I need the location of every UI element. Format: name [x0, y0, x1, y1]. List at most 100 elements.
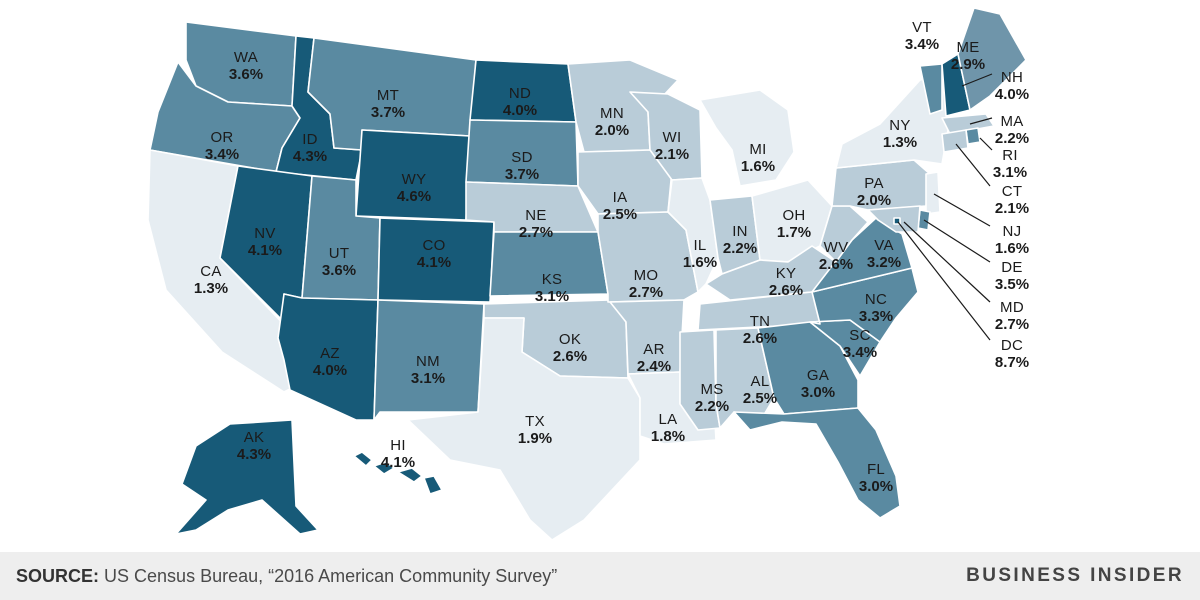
state-hi: [353, 451, 443, 495]
state-ak: [175, 419, 319, 535]
state-abbr-mo: MO: [634, 267, 659, 284]
state-value-wi: 2.1%: [655, 146, 689, 163]
state-abbr-ar: AR: [643, 341, 664, 358]
state-abbr-ak: AK: [244, 429, 265, 446]
state-value-nh: 4.0%: [995, 86, 1029, 103]
state-abbr-ky: KY: [776, 265, 797, 282]
state-abbr-mi: MI: [749, 141, 766, 158]
state-abbr-wa: WA: [234, 49, 258, 66]
state-abbr-ks: KS: [542, 271, 563, 288]
state-abbr-ms: MS: [700, 381, 723, 398]
state-value-me: 2.9%: [951, 56, 985, 73]
source-note: SOURCE: US Census Bureau, “2016 American…: [16, 566, 557, 587]
state-value-sc: 3.4%: [843, 344, 877, 361]
state-value-pa: 2.0%: [857, 192, 891, 209]
state-abbr-nv: NV: [254, 225, 275, 242]
state-value-nm: 3.1%: [411, 370, 445, 387]
leader-line-nh: [961, 73, 993, 87]
brand-logo: BUSINESS INSIDER: [966, 565, 1184, 586]
state-tx: [407, 317, 641, 541]
state-value-dc: 8.7%: [995, 354, 1029, 371]
state-abbr-co: CO: [422, 237, 445, 254]
state-abbr-nm: NM: [416, 353, 440, 370]
state-value-ky: 2.6%: [769, 282, 803, 299]
state-value-sd: 3.7%: [505, 166, 539, 183]
state-abbr-nj: NJ: [1003, 223, 1022, 240]
state-abbr-mn: MN: [600, 105, 624, 122]
state-value-de: 3.5%: [995, 276, 1029, 293]
state-abbr-ok: OK: [559, 331, 581, 348]
state-value-nc: 3.3%: [859, 308, 893, 325]
state-value-wy: 4.6%: [397, 188, 431, 205]
state-abbr-hi: HI: [390, 437, 406, 454]
state-value-mo: 2.7%: [629, 284, 663, 301]
state-abbr-ga: GA: [807, 367, 829, 384]
state-abbr-la: LA: [659, 411, 678, 428]
state-value-ks: 3.1%: [535, 288, 569, 305]
state-value-al: 2.5%: [743, 390, 777, 407]
state-abbr-mt: MT: [377, 87, 399, 104]
state-abbr-wi: WI: [663, 129, 682, 146]
state-abbr-nh: NH: [1001, 69, 1023, 86]
state-mi: [699, 89, 795, 187]
state-abbr-pa: PA: [864, 175, 884, 192]
state-abbr-il: IL: [693, 237, 706, 254]
state-nm: [373, 299, 485, 421]
state-value-md: 2.7%: [995, 316, 1029, 333]
state-ct: [941, 129, 969, 153]
state-value-ar: 2.4%: [637, 358, 671, 375]
state-value-co: 4.1%: [417, 254, 451, 271]
state-value-nj: 1.6%: [995, 240, 1029, 257]
state-abbr-wv: WV: [824, 239, 849, 256]
state-value-mi: 1.6%: [741, 158, 775, 175]
state-value-fl: 3.0%: [859, 478, 893, 495]
state-abbr-vt: VT: [912, 19, 932, 36]
state-value-ut: 3.6%: [322, 262, 356, 279]
state-abbr-al: AL: [751, 373, 770, 390]
state-value-va: 3.2%: [867, 254, 901, 271]
state-abbr-me: ME: [956, 39, 979, 56]
state-me: [957, 7, 1027, 111]
state-value-hi: 4.1%: [381, 454, 415, 471]
state-abbr-in: IN: [732, 223, 748, 240]
state-value-tx: 1.9%: [518, 430, 552, 447]
us-states-map: WA 3.6% OR 3.4% CA 1.3% ID 4.3% NV 4.1% MT 3.7% WY 4.…: [147, 7, 1029, 541]
state-abbr-tx: TX: [525, 413, 545, 430]
state-abbr-ca: CA: [200, 263, 221, 280]
state-abbr-ne: NE: [525, 207, 546, 224]
leader-line-de: [923, 219, 991, 263]
state-abbr-az: AZ: [320, 345, 340, 362]
leader-line-nj: [933, 193, 991, 227]
state-abbr-wy: WY: [402, 171, 427, 188]
state-abbr-ma: MA: [1000, 113, 1023, 130]
state-vt: [919, 63, 943, 115]
leader-line-ct: [955, 143, 991, 187]
state-value-mn: 2.0%: [595, 122, 629, 139]
footer-bar: SOURCE: US Census Bureau, “2016 American…: [0, 552, 1200, 600]
leader-line-md: [903, 221, 991, 303]
state-value-or: 3.4%: [205, 146, 239, 163]
state-value-oh: 1.7%: [777, 224, 811, 241]
state-value-in: 2.2%: [723, 240, 757, 257]
state-value-ms: 2.2%: [695, 398, 729, 415]
state-abbr-sc: SC: [849, 327, 870, 344]
source-label: SOURCE:: [16, 566, 100, 586]
state-value-ma: 2.2%: [995, 130, 1029, 147]
state-value-la: 1.8%: [651, 428, 685, 445]
leader-line-ma: [969, 117, 993, 125]
state-abbr-ri: RI: [1002, 147, 1018, 164]
state-abbr-sd: SD: [511, 149, 532, 166]
state-abbr-md: MD: [1000, 299, 1024, 316]
state-value-tn: 2.6%: [743, 330, 777, 347]
state-value-ok: 2.6%: [553, 348, 587, 365]
state-value-ia: 2.5%: [603, 206, 637, 223]
state-abbr-nd: ND: [509, 85, 531, 102]
state-value-ca: 1.3%: [194, 280, 228, 297]
state-value-az: 4.0%: [313, 362, 347, 379]
state-value-mt: 3.7%: [371, 104, 405, 121]
state-abbr-oh: OH: [782, 207, 805, 224]
state-abbr-tn: TN: [750, 313, 771, 330]
state-value-wa: 3.6%: [229, 66, 263, 83]
map-svg: WA3.6%OR3.4%CA1.3%ID4.3%NV4.1%MT3.7%WY4.…: [147, 7, 1029, 541]
state-value-ct: 2.1%: [995, 200, 1029, 217]
